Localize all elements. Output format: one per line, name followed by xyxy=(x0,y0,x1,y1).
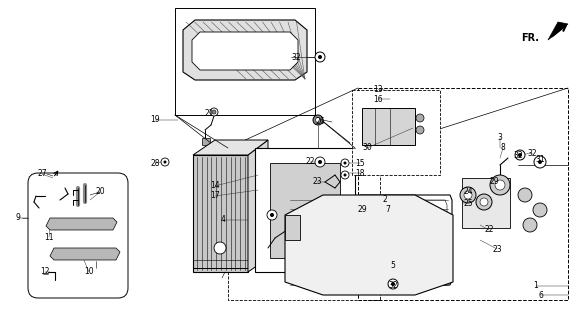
Text: 11: 11 xyxy=(44,233,54,242)
Circle shape xyxy=(315,117,321,123)
Text: 14: 14 xyxy=(210,181,220,190)
Text: 3: 3 xyxy=(498,133,502,142)
Polygon shape xyxy=(193,140,268,155)
Text: 18: 18 xyxy=(355,169,365,178)
Circle shape xyxy=(318,55,322,59)
Text: 32: 32 xyxy=(291,52,301,61)
Polygon shape xyxy=(248,140,268,272)
Text: 21: 21 xyxy=(204,108,214,117)
Circle shape xyxy=(533,203,547,217)
Circle shape xyxy=(341,159,349,167)
Text: 23: 23 xyxy=(312,178,322,187)
Circle shape xyxy=(212,110,216,114)
Text: FR.: FR. xyxy=(521,33,539,43)
Circle shape xyxy=(534,156,546,168)
Circle shape xyxy=(490,175,510,195)
Polygon shape xyxy=(192,32,298,70)
Circle shape xyxy=(267,210,277,220)
Text: 7: 7 xyxy=(386,205,390,214)
Text: 17: 17 xyxy=(210,191,220,201)
Text: 12: 12 xyxy=(41,268,50,276)
Circle shape xyxy=(313,115,323,125)
Circle shape xyxy=(388,279,398,289)
Circle shape xyxy=(214,242,226,254)
Text: 1: 1 xyxy=(534,282,538,291)
Circle shape xyxy=(391,282,395,286)
Circle shape xyxy=(464,191,472,199)
Text: 16: 16 xyxy=(373,94,383,103)
Circle shape xyxy=(460,187,476,203)
Circle shape xyxy=(476,194,492,210)
Text: 10: 10 xyxy=(84,268,94,276)
Text: 9: 9 xyxy=(16,213,21,222)
Circle shape xyxy=(523,218,537,232)
Circle shape xyxy=(270,213,274,217)
Text: 32: 32 xyxy=(527,148,537,157)
Text: 27: 27 xyxy=(37,170,47,179)
FancyBboxPatch shape xyxy=(28,173,128,298)
Polygon shape xyxy=(175,8,315,115)
Circle shape xyxy=(416,126,424,134)
Text: 32: 32 xyxy=(513,150,523,159)
Polygon shape xyxy=(183,20,307,80)
Text: 4: 4 xyxy=(221,215,225,225)
Polygon shape xyxy=(362,108,415,145)
Circle shape xyxy=(318,160,322,164)
Text: 29: 29 xyxy=(489,178,499,187)
Text: 31: 31 xyxy=(535,156,545,164)
Text: 6: 6 xyxy=(538,291,544,300)
Circle shape xyxy=(538,160,542,164)
Text: 20: 20 xyxy=(95,188,105,196)
Text: 5: 5 xyxy=(390,260,396,269)
Text: 2: 2 xyxy=(383,196,387,204)
Polygon shape xyxy=(352,90,440,175)
Circle shape xyxy=(515,150,525,160)
Polygon shape xyxy=(462,178,510,228)
Circle shape xyxy=(161,158,169,166)
Text: 30: 30 xyxy=(362,143,372,153)
Polygon shape xyxy=(548,22,568,40)
Polygon shape xyxy=(270,163,340,258)
Text: 24: 24 xyxy=(463,188,473,196)
Circle shape xyxy=(480,198,488,206)
Text: 13: 13 xyxy=(373,84,383,93)
Polygon shape xyxy=(255,148,355,272)
Circle shape xyxy=(164,161,167,164)
Circle shape xyxy=(495,180,505,190)
Polygon shape xyxy=(46,218,117,230)
Circle shape xyxy=(343,162,346,164)
Text: 26: 26 xyxy=(315,117,325,126)
Circle shape xyxy=(315,52,325,62)
Circle shape xyxy=(341,171,349,179)
Polygon shape xyxy=(50,248,120,260)
Text: 15: 15 xyxy=(355,158,365,167)
Text: 19: 19 xyxy=(150,116,160,124)
Circle shape xyxy=(343,173,346,177)
Text: 25: 25 xyxy=(463,198,473,207)
Circle shape xyxy=(210,108,218,116)
Polygon shape xyxy=(285,195,453,295)
Polygon shape xyxy=(193,155,248,272)
Text: 8: 8 xyxy=(501,143,505,153)
Circle shape xyxy=(315,157,325,167)
Text: 22: 22 xyxy=(484,226,494,235)
Circle shape xyxy=(518,188,532,202)
Text: 29: 29 xyxy=(357,205,367,214)
Polygon shape xyxy=(202,138,210,145)
Polygon shape xyxy=(375,220,430,270)
Polygon shape xyxy=(285,215,300,240)
Text: 28: 28 xyxy=(150,158,160,167)
Circle shape xyxy=(416,114,424,122)
Text: 23: 23 xyxy=(492,244,502,253)
Circle shape xyxy=(518,153,522,157)
Text: 22: 22 xyxy=(305,157,315,166)
Text: 32: 32 xyxy=(388,281,398,290)
